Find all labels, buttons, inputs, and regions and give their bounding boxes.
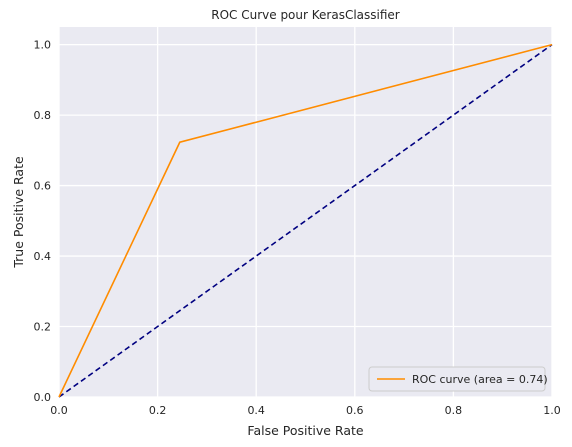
chart-title: ROC Curve pour KerasClassifier (211, 8, 400, 22)
plot-area (59, 27, 552, 397)
grid-lines (58, 27, 553, 398)
x-axis-label: False Positive Rate (247, 423, 363, 438)
y-tick-label: 0.8 (34, 109, 52, 122)
x-tick-label: 0.8 (445, 404, 463, 417)
y-axis-ticks: 0.0 0.2 0.4 0.6 0.8 1.0 (34, 39, 52, 404)
y-tick-label: 0.2 (34, 321, 52, 334)
legend: ROC curve (area = 0.74) (368, 366, 548, 392)
x-axis-ticks: 0.0 0.2 0.4 0.6 0.8 1.0 (50, 404, 561, 417)
legend-box (368, 366, 546, 392)
x-tick-label: 0.0 (50, 404, 68, 417)
y-tick-label: 0.6 (34, 180, 52, 193)
x-tick-label: 1.0 (543, 404, 561, 417)
x-tick-label: 0.6 (346, 404, 364, 417)
series-group (58, 43, 553, 398)
roc-curve-line (58, 43, 553, 398)
chance-diagonal-line (58, 43, 553, 398)
x-tick-label: 0.4 (247, 404, 265, 417)
x-tick-label: 0.2 (149, 404, 167, 417)
y-tick-label: 0.0 (34, 391, 52, 404)
y-tick-label: 1.0 (34, 39, 52, 52)
legend-label: ROC curve (area = 0.74) (412, 373, 548, 386)
y-tick-label: 0.4 (34, 250, 52, 263)
y-axis-label: True Positive Rate (11, 156, 26, 269)
